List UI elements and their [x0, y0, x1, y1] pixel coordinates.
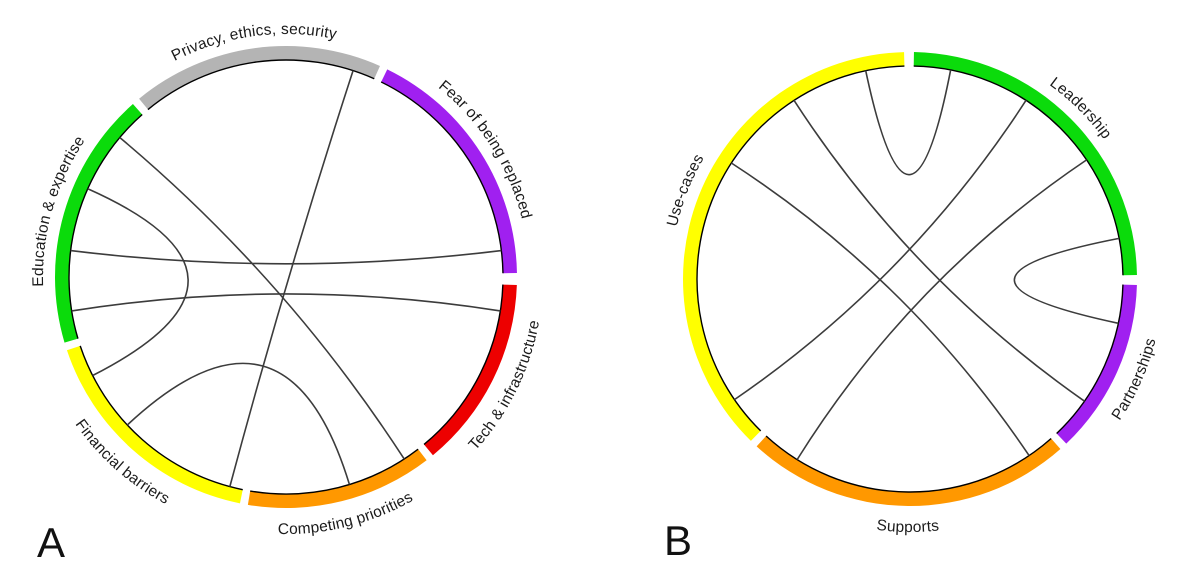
- segment-inner-border-use-cases: [696, 65, 905, 432]
- segment-arc-tech-infrastructure: [424, 284, 517, 456]
- segment-arc-use-cases: [682, 52, 905, 441]
- segment-inner-border-partnerships: [1056, 284, 1124, 435]
- label-arc-guide: [828, 58, 1163, 532]
- panel-label-b: B: [664, 517, 692, 564]
- panel-label-a: A: [37, 519, 65, 566]
- segment-inner-border-tech-infrastructure: [423, 284, 504, 445]
- chord-link-financial-barriers--competing-priorities: [126, 362, 351, 485]
- segment-arc-partnerships: [1056, 284, 1137, 444]
- label-arc-guide: [756, 40, 1149, 433]
- segment-label-fear-of-being-replaced: Fear of being replaced: [435, 77, 534, 220]
- segment-arc-fear-of-being-replaced: [381, 69, 517, 274]
- segment-arc-supports: [756, 436, 1061, 506]
- label-arc-guide: [43, 237, 543, 534]
- chord-link-education-expertise--fear-of-being-replaced: [70, 249, 502, 265]
- segment-arc-education-expertise: [54, 103, 143, 343]
- chord-link-leadership--partnerships: [1013, 237, 1120, 325]
- segment-arc-financial-barriers: [66, 345, 243, 504]
- chord-link-education-expertise--competing-priorities: [119, 136, 405, 460]
- segment-inner-border-fear-of-being-replaced: [380, 81, 504, 274]
- chord-link-education-expertise--financial-barriers: [87, 188, 189, 377]
- segment-inner-border-privacy-ethics-security: [147, 59, 375, 111]
- segment-label-supports: Supports: [876, 517, 940, 536]
- chord-link-education-expertise--tech-infrastructure: [71, 293, 501, 312]
- chord-link-use-cases--leadership: [864, 69, 952, 176]
- chord-link-privacy-ethics-security--financial-barriers: [229, 70, 354, 487]
- chord-link-supports--leadership: [796, 159, 1088, 461]
- segment-inner-border-financial-barriers: [79, 345, 243, 491]
- segment-inner-border-education-expertise: [68, 113, 143, 339]
- chord-link-use-cases--supports: [730, 162, 1030, 457]
- segment-inner-border-leadership: [913, 65, 1124, 276]
- segment-inner-border-supports: [765, 435, 1052, 493]
- segment-inner-border-competing-priorities: [250, 448, 419, 495]
- segment-arc-leadership: [913, 52, 1137, 276]
- segment-arc-competing-priorities: [247, 449, 427, 508]
- chord-link-use-cases--leadership: [734, 99, 1027, 401]
- label-arc-guide: [43, 34, 523, 289]
- label-arc-guide: [671, 40, 978, 493]
- chord-link-use-cases--partnerships: [793, 99, 1085, 402]
